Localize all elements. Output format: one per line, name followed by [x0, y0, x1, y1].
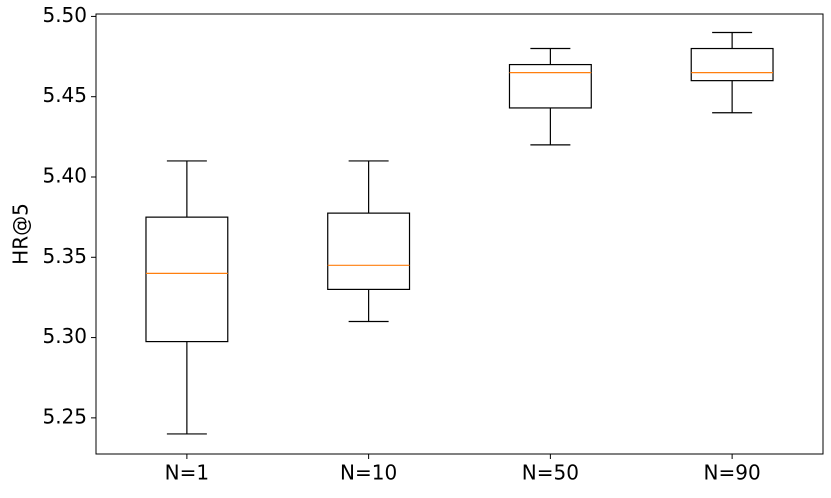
- y-tick-label: 5.50: [42, 3, 87, 27]
- y-tick-label: 5.25: [42, 404, 87, 428]
- y-axis-label: HR@5: [9, 203, 33, 265]
- x-tick-label: N=50: [522, 461, 579, 485]
- x-tick-label: N=1: [165, 461, 209, 485]
- y-tick-label: 5.40: [42, 163, 87, 187]
- box: [145, 216, 229, 343]
- plot-frame: [95, 13, 824, 455]
- box: [327, 212, 411, 291]
- x-tick-label: N=90: [704, 461, 761, 485]
- y-tick-label: 5.30: [42, 324, 87, 348]
- box: [690, 47, 774, 82]
- x-tick-label: N=10: [340, 461, 397, 485]
- y-tick-label: 5.45: [42, 83, 87, 107]
- box: [508, 63, 592, 109]
- y-tick-label: 5.35: [42, 244, 87, 268]
